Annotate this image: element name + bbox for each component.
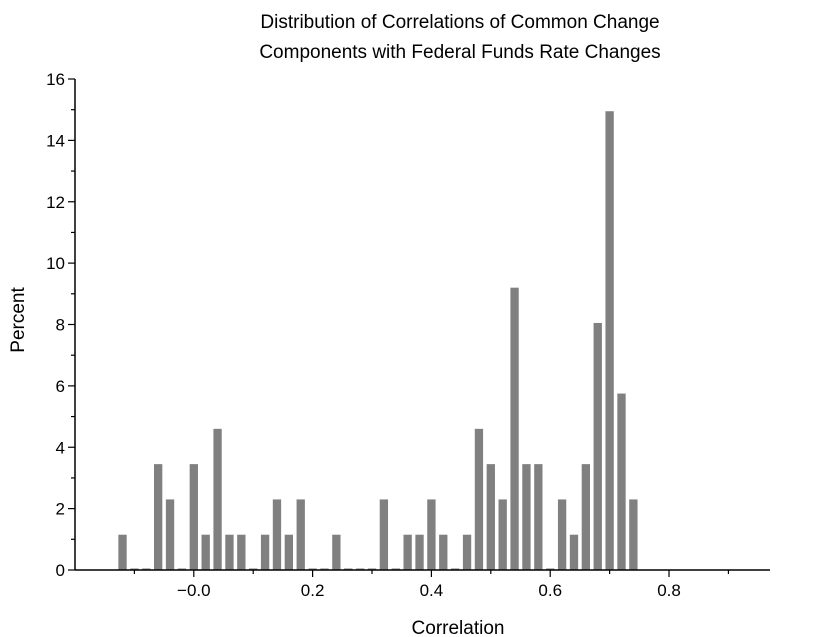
histogram-bar [415, 534, 424, 570]
histogram-bar [403, 534, 412, 570]
histogram-bar [201, 534, 210, 570]
x-tick-label: −0.0 [177, 581, 211, 600]
histogram-bar [522, 464, 531, 570]
histogram-bar [237, 534, 246, 570]
x-axis-label: Correlation [412, 618, 505, 637]
histogram-bar [546, 568, 555, 570]
histogram-bar [427, 499, 436, 570]
histogram-bar [130, 568, 139, 570]
histogram-bar [142, 568, 151, 570]
histogram-bar [379, 499, 389, 570]
bars-group [118, 111, 638, 570]
y-tick-label: 16 [46, 70, 65, 89]
histogram-bar [617, 393, 626, 570]
y-tick-label: 8 [56, 316, 65, 335]
histogram-bar [498, 499, 507, 570]
histogram-bar [486, 464, 495, 570]
histogram-bar [462, 534, 472, 570]
axes-group: 0 2 4 6 8 10 12 14 16 −0.0 0.2 0.4 0.6 0.8 [46, 70, 770, 600]
y-axis-label: Percent [8, 287, 29, 353]
histogram-bar [605, 111, 614, 570]
y-tick-label: 6 [56, 377, 65, 396]
chart-title-line-2: Components with Federal Funds Rate Chang… [259, 42, 660, 63]
histogram-bar [391, 568, 400, 570]
histogram-bar [367, 568, 377, 570]
histogram-bar [581, 464, 591, 570]
histogram-bar [332, 534, 341, 570]
histogram-bar [189, 464, 198, 570]
y-tick-label: 0 [56, 561, 65, 580]
histogram-bar [355, 568, 365, 570]
histogram-bar [510, 287, 519, 570]
histogram-bar [177, 568, 187, 570]
histogram-bar [474, 428, 484, 570]
histogram-bar [272, 499, 282, 570]
histogram-bar [260, 534, 270, 570]
histogram-bar [344, 568, 353, 570]
histogram-bar [439, 534, 448, 570]
x-tick-label: 0.6 [538, 581, 562, 600]
histogram-bar [249, 568, 258, 570]
histogram-bar [569, 534, 579, 570]
x-tick-label: 0.2 [301, 581, 325, 600]
y-tick-label: 2 [56, 500, 65, 519]
y-tick-label: 12 [46, 193, 65, 212]
histogram-bar [213, 428, 222, 570]
y-tick-label: 14 [46, 131, 65, 150]
histogram-bar [165, 499, 175, 570]
y-tick-label: 4 [56, 438, 65, 457]
histogram-bar [593, 322, 602, 570]
x-tick-label: 0.4 [420, 581, 444, 600]
histogram-bar [451, 568, 460, 570]
histogram-bar [557, 499, 567, 570]
histogram-bar [225, 534, 234, 570]
histogram-bar [320, 568, 329, 570]
histogram-bar [118, 534, 127, 570]
histogram-bar [534, 464, 543, 570]
x-tick-label: 0.8 [657, 581, 681, 600]
histogram-bar [154, 464, 163, 570]
histogram-bar [308, 568, 317, 570]
y-tick-label: 10 [46, 254, 65, 273]
histogram-bar [296, 499, 305, 570]
chart-title-line-1: Distribution of Correlations of Common C… [260, 12, 659, 33]
histogram-bar [284, 534, 294, 570]
histogram-bar [629, 499, 638, 570]
